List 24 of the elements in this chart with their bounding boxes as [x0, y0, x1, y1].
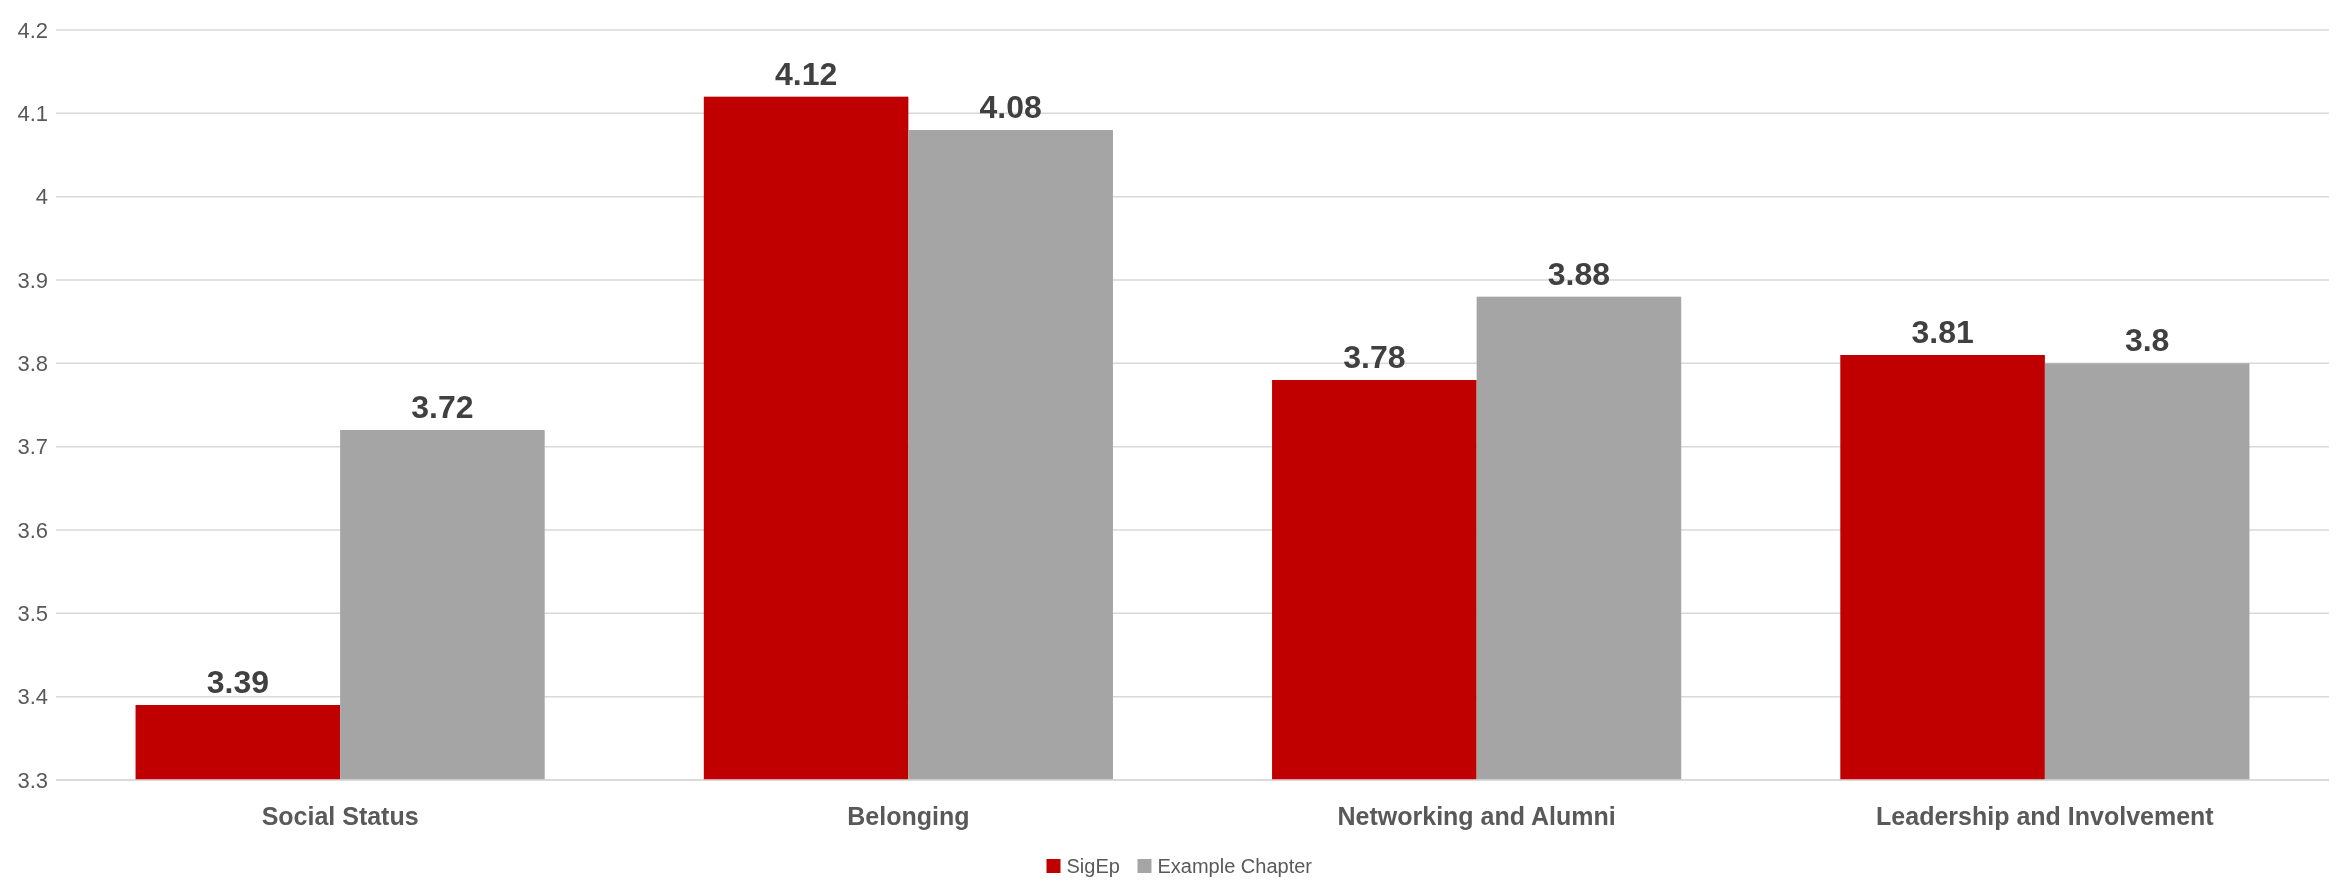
y-tick-label: 3.8 [17, 351, 48, 377]
data-label: 3.72 [411, 389, 474, 425]
y-tick-label: 3.9 [17, 267, 48, 293]
x-tick-label: Social Status [261, 802, 419, 830]
data-label: 4.08 [979, 89, 1042, 125]
x-tick-label: Leadership and Involvement [1876, 802, 2215, 830]
y-tick-label: 3.5 [17, 601, 48, 627]
data-label: 3.88 [1547, 255, 1611, 292]
y-tick-label: 4.2 [17, 17, 48, 43]
y-tick-label: 3.7 [17, 434, 48, 460]
y-tick-label: 4.1 [17, 101, 48, 127]
data-label: 3.81 [1911, 314, 1974, 350]
legend-label: Example Chapter [1157, 855, 1313, 877]
x-tick-label: Belonging [847, 802, 970, 830]
x-tick-label: Networking and Alumni [1337, 802, 1616, 830]
legend-label: SigEp [1066, 855, 1120, 877]
data-label: 4.12 [774, 55, 838, 92]
data-label: 3.39 [206, 664, 269, 700]
y-tick-label: 3.6 [17, 517, 48, 543]
y-tick-label: 3.4 [17, 684, 48, 710]
data-label: 3.8 [2124, 322, 2170, 359]
data-label: 3.78 [1343, 339, 1406, 375]
y-tick-label: 3.3 [17, 767, 48, 793]
y-tick-label: 4 [35, 184, 48, 210]
